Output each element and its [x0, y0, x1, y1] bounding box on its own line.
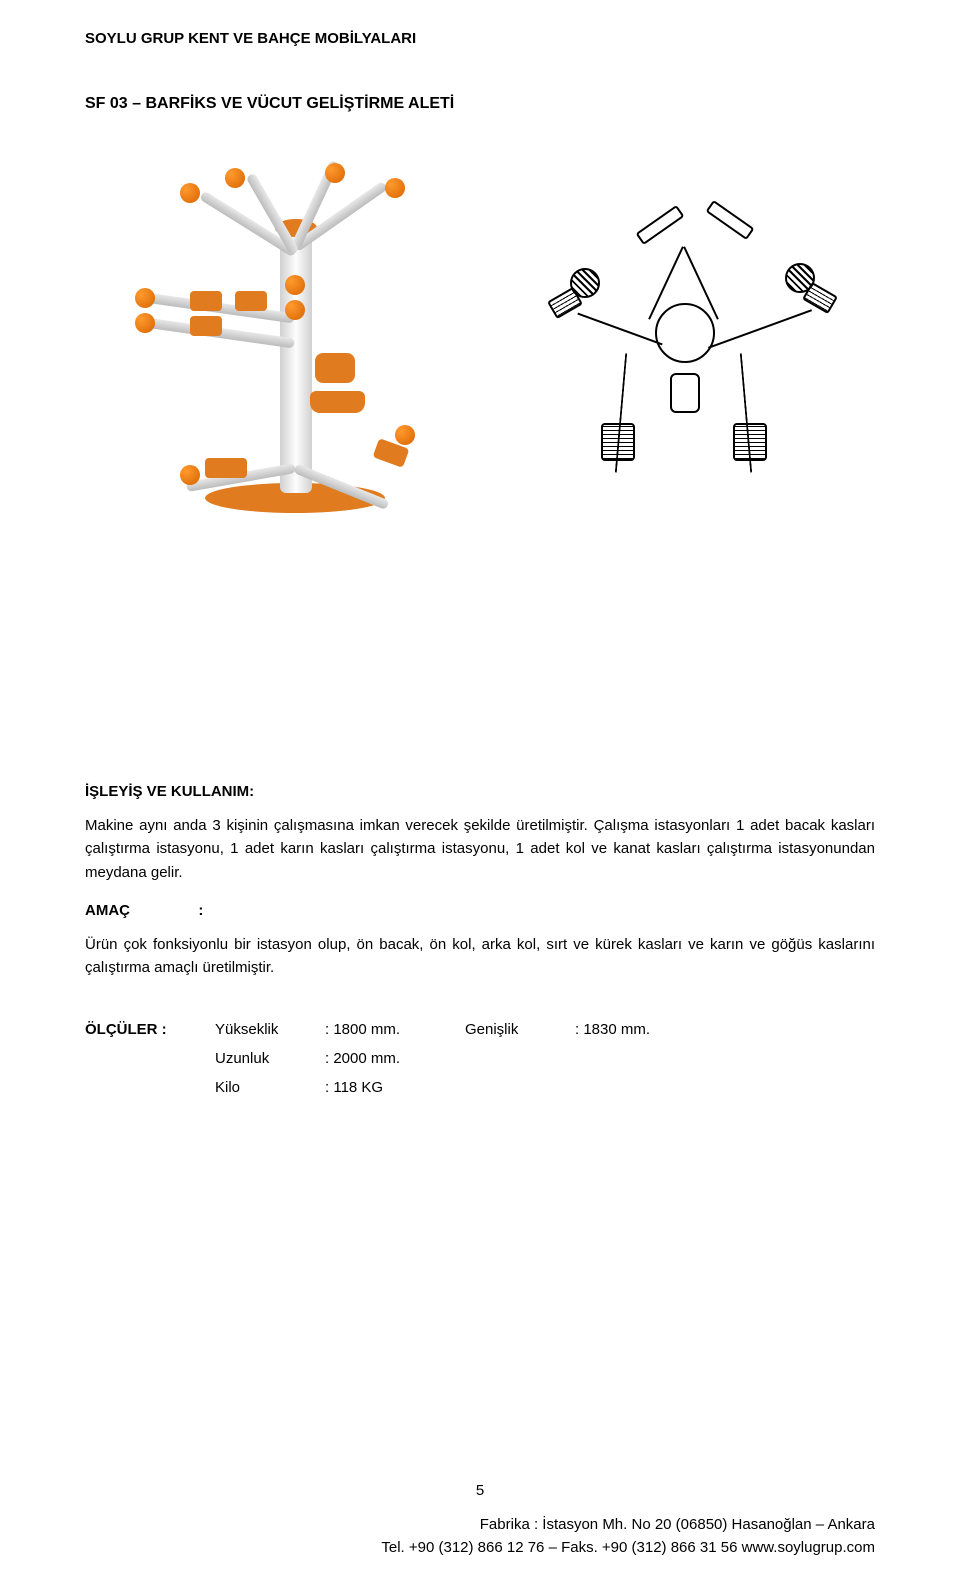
table-row: ÖLÇÜLER : Yükseklik : 1800 mm. Genişlik …: [85, 1015, 705, 1044]
page-footer: Fabrika : İstasyon Mh. No 20 (06850) Has…: [381, 1514, 875, 1559]
table-row: Kilo : 118 KG: [85, 1073, 705, 1102]
product-images-row: [85, 153, 875, 533]
weight-value: : 118 KG: [325, 1073, 465, 1102]
page-number: 5: [476, 1482, 484, 1499]
footer-address: Fabrika : İstasyon Mh. No 20 (06850) Has…: [381, 1514, 875, 1537]
measures-block: ÖLÇÜLER : Yükseklik : 1800 mm. Genişlik …: [85, 1015, 875, 1102]
amac-colon-char: :: [198, 902, 203, 919]
width-value: : 1830 mm.: [575, 1015, 705, 1044]
measures-label: ÖLÇÜLER :: [85, 1015, 215, 1044]
amac-text: Ürün çok fonksiyonlu bir istasyon olup, …: [85, 933, 875, 980]
footer-website-link[interactable]: www.soylugrup.com: [742, 1539, 875, 1556]
measures-table: ÖLÇÜLER : Yükseklik : 1800 mm. Genişlik …: [85, 1015, 705, 1102]
width-label: Genişlik: [465, 1015, 575, 1044]
usage-text: Makine aynı anda 3 kişinin çalışmasına i…: [85, 814, 875, 884]
product-line-drawing: [515, 173, 865, 513]
height-label: Yükseklik: [215, 1015, 325, 1044]
amac-heading: AMAÇ :: [85, 902, 875, 919]
usage-heading: İŞLEYİŞ VE KULLANIM:: [85, 783, 875, 800]
footer-phone-fax: Tel. +90 (312) 866 12 76 – Faks. +90 (31…: [381, 1539, 741, 1556]
length-value: : 2000 mm.: [325, 1044, 465, 1073]
footer-contact: Tel. +90 (312) 866 12 76 – Faks. +90 (31…: [381, 1537, 875, 1560]
height-value: : 1800 mm.: [325, 1015, 465, 1044]
company-header: SOYLU GRUP KENT VE BAHÇE MOBİLYALARI: [85, 30, 875, 47]
table-row: Uzunluk : 2000 mm.: [85, 1044, 705, 1073]
amac-label: AMAÇ: [85, 902, 130, 919]
product-3d-illustration: [85, 153, 485, 533]
product-title: SF 03 – BARFİKS VE VÜCUT GELİŞTİRME ALET…: [85, 95, 875, 113]
weight-label: Kilo: [215, 1073, 325, 1102]
length-label: Uzunluk: [215, 1044, 325, 1073]
